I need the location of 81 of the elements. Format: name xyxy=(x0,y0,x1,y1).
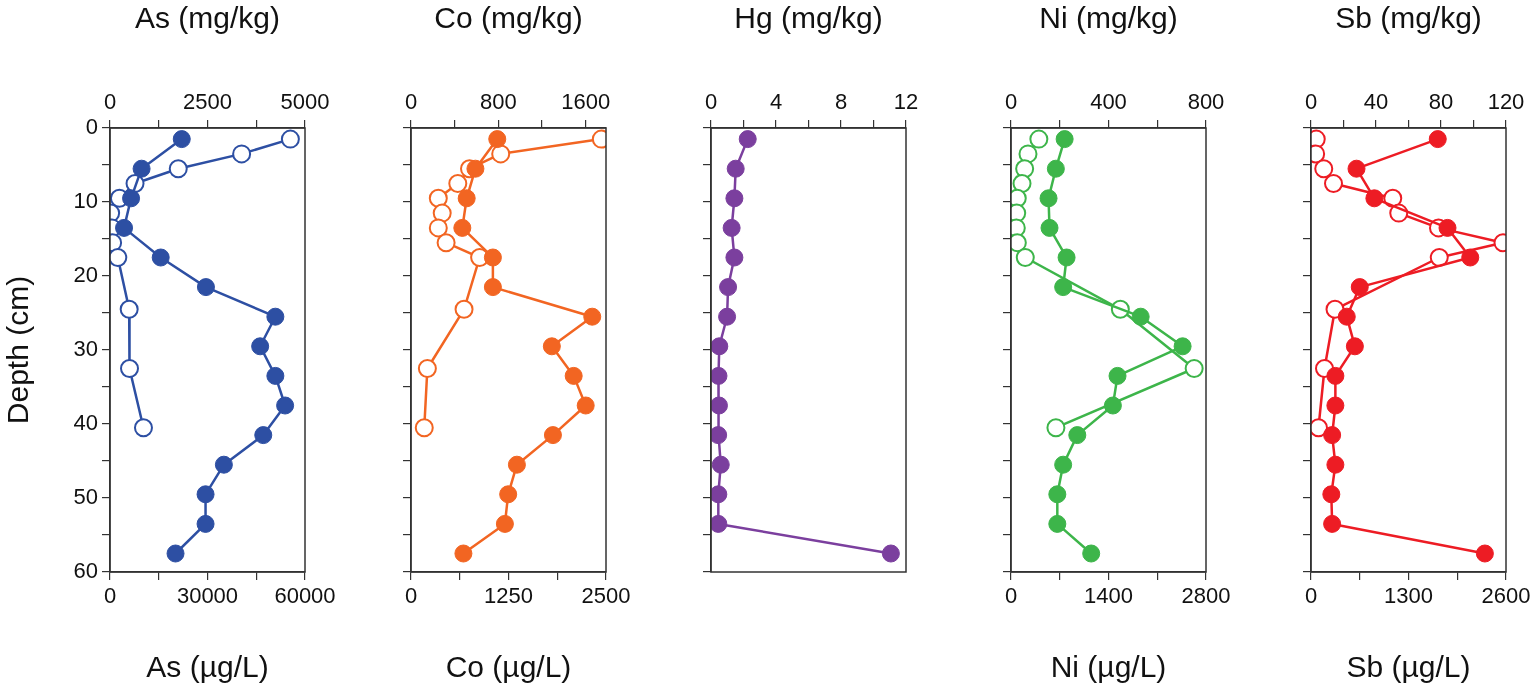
point xyxy=(725,189,744,208)
x-tick-label: 0 xyxy=(704,88,718,114)
point xyxy=(414,418,434,438)
x-tick-label: 1400 xyxy=(1084,583,1133,609)
point xyxy=(432,203,452,223)
x2-tick-label: 800 xyxy=(1187,88,1225,114)
x-tick-label: 1250 xyxy=(484,583,533,609)
point xyxy=(436,233,456,253)
x-tick-label: 0 xyxy=(404,583,418,609)
x-tick-label: 0 xyxy=(1004,583,1018,609)
y-tick-label: 50 xyxy=(73,484,98,510)
x-tick-label: 2500 xyxy=(581,583,631,609)
point xyxy=(1029,129,1049,149)
point xyxy=(168,159,188,179)
point xyxy=(718,307,737,326)
point xyxy=(711,485,728,504)
y-tick-label: 30 xyxy=(73,336,98,362)
x-tick-label: 2600 xyxy=(1481,583,1531,609)
point xyxy=(1015,248,1035,267)
point xyxy=(428,218,448,238)
x2-tick-label: 80 xyxy=(1428,88,1454,114)
point xyxy=(1311,418,1328,438)
point xyxy=(1012,174,1032,193)
x-axis-title: Ni (µg/L) xyxy=(1050,650,1167,684)
point xyxy=(1314,159,1334,179)
point xyxy=(454,299,474,319)
point xyxy=(280,129,300,149)
x-axis-title: Hg (mg/kg) xyxy=(734,1,883,35)
point xyxy=(711,426,728,445)
x-axis-title: Sb (µg/L) xyxy=(1346,650,1471,684)
point xyxy=(428,188,448,208)
point xyxy=(1046,418,1066,438)
x2-tick-label: 800 xyxy=(479,88,517,114)
x-tick-label: 30000 xyxy=(176,583,239,609)
x2-axis-title: As (mg/kg) xyxy=(134,1,281,35)
x2-axis-title: Ni (mg/kg) xyxy=(1039,1,1178,35)
x2-tick-label: 5000 xyxy=(280,88,330,114)
point xyxy=(711,455,730,474)
x-axis-title: Co (µg/L) xyxy=(445,650,572,684)
x2-tick-label: 400 xyxy=(1090,88,1127,114)
x-tick-label: 1300 xyxy=(1384,583,1433,609)
point xyxy=(119,299,139,319)
x-tick-label: 12 xyxy=(893,88,919,114)
point xyxy=(722,218,741,237)
point xyxy=(133,418,153,438)
y-tick-label: 0 xyxy=(85,114,98,140)
point xyxy=(738,130,757,149)
point xyxy=(711,366,728,385)
point xyxy=(232,144,252,164)
y-tick-label: 40 xyxy=(73,410,98,436)
point xyxy=(1429,248,1449,267)
point xyxy=(711,396,728,415)
point xyxy=(726,159,745,178)
point xyxy=(719,278,738,297)
x-tick-label: 4 xyxy=(769,88,783,114)
point xyxy=(725,248,744,267)
x2-axis-title: Co (mg/kg) xyxy=(434,1,583,35)
x-tick-label: 0 xyxy=(1304,583,1318,609)
point xyxy=(120,359,139,378)
point xyxy=(448,174,468,193)
x2-tick-label: 120 xyxy=(1487,88,1525,114)
point xyxy=(1184,359,1204,378)
y-tick-label: 60 xyxy=(73,558,98,584)
point xyxy=(491,144,511,164)
y-tick-label: 10 xyxy=(73,188,98,214)
x-tick-label: 0 xyxy=(103,583,117,609)
point xyxy=(110,248,128,267)
point xyxy=(417,359,437,378)
point xyxy=(881,544,900,563)
x2-tick-label: 1600 xyxy=(561,88,611,114)
x-tick-label: 60000 xyxy=(274,583,336,609)
x2-tick-label: 40 xyxy=(1363,88,1389,114)
point xyxy=(1324,174,1343,193)
y-axis-title: Depth (cm) xyxy=(1,275,35,425)
x-tick-label: 2800 xyxy=(1181,583,1231,609)
point xyxy=(711,514,728,533)
point xyxy=(711,337,729,356)
y-tick-label: 20 xyxy=(73,262,98,288)
x-tick-label: 8 xyxy=(834,88,848,114)
x2-axis-title: Sb (mg/kg) xyxy=(1335,1,1482,35)
x-axis-title: As (µg/L) xyxy=(146,650,269,684)
